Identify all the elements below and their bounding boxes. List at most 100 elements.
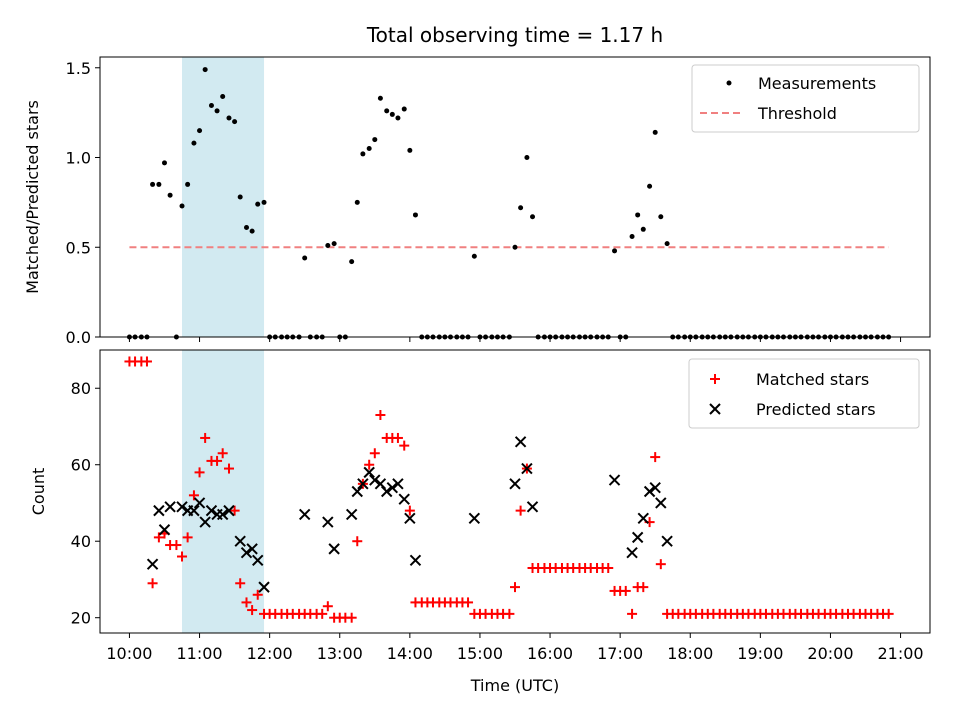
measurement-point <box>202 67 208 73</box>
bottom-xtick-label: 17:00 <box>597 644 643 663</box>
bottom-xtick-label: 21:00 <box>878 644 924 663</box>
predicted-star-point <box>468 512 481 524</box>
measurement-point <box>640 226 646 232</box>
top-axes-frame <box>99 56 931 338</box>
matched-star-point <box>369 448 380 459</box>
matched-star-point <box>241 597 252 608</box>
measurement-point <box>349 259 355 265</box>
matched-star-point <box>322 601 333 612</box>
measurement-point <box>518 205 524 211</box>
measurement-point <box>647 183 653 189</box>
predicted-star-point-b <box>246 543 258 555</box>
measurement-point <box>191 140 197 146</box>
matched-star-point <box>399 440 410 451</box>
predicted-star-point-b <box>649 481 661 494</box>
predicted-star-point-b <box>258 581 270 593</box>
predicted-star-point <box>608 474 621 486</box>
matched-star-point <box>247 605 258 616</box>
predicted-star-point <box>526 501 539 513</box>
predicted-star-point-b <box>363 466 375 479</box>
predicted-star-point <box>661 535 673 547</box>
matched-star-point <box>212 455 223 466</box>
measurement-point <box>237 194 243 200</box>
predicted-star-point <box>258 581 270 593</box>
predicted-star-point-b <box>199 516 211 528</box>
bottom-xtick-label: 12:00 <box>247 644 293 663</box>
predicted-star-point <box>369 474 381 486</box>
bottom-legend-box <box>688 358 920 429</box>
predicted-star-point <box>649 481 661 494</box>
top-y-ticks: 0.0 0.5 1.0 1.5 <box>66 59 100 347</box>
predicted-star-point-b <box>298 508 311 521</box>
matched-star-point <box>392 432 403 443</box>
predicted-star-point <box>363 466 375 479</box>
measurement-point <box>302 255 308 261</box>
predicted-star-point-b <box>404 512 416 524</box>
matched-star-point <box>620 585 631 596</box>
legend-predicted-stars: Predicted stars <box>756 400 876 419</box>
top-ytick-label: 1.0 <box>66 149 91 168</box>
matched-star-point <box>515 505 526 516</box>
matched-star-point <box>252 589 263 600</box>
bottom-xtick-label: 13:00 <box>317 644 363 663</box>
bottom-axes-frame <box>99 349 931 634</box>
measurement-point <box>366 146 372 152</box>
predicted-star-point-b <box>468 512 481 524</box>
matched-legend-marker <box>710 374 720 384</box>
top-ytick-label: 0.5 <box>66 238 91 257</box>
predicted-star-point-b <box>374 478 387 490</box>
measurement-point <box>360 151 366 157</box>
measurement-point <box>635 212 641 218</box>
matched-star-point <box>346 612 357 623</box>
legend-matched-stars: Matched stars <box>756 370 869 389</box>
predicted-star-point <box>164 501 176 513</box>
predicted-star-point <box>153 504 165 517</box>
legend-threshold: Threshold <box>757 104 837 123</box>
matched-star-point <box>235 578 246 589</box>
measurement-point <box>629 233 635 239</box>
top-ytick-label: 0.0 <box>66 328 91 347</box>
top-ytick-label: 1.5 <box>66 59 91 78</box>
predicted-star-point <box>626 546 638 559</box>
predicted-star-point-b <box>240 546 253 559</box>
predicted-star-point-b <box>631 531 644 544</box>
predicted-star-point <box>386 481 399 494</box>
predicted-star-point <box>205 504 218 517</box>
predicted-star-point <box>631 531 644 544</box>
predicted-star-point <box>234 535 246 547</box>
predicted-star-point-b <box>234 535 246 547</box>
bottom-ytick-label: 40 <box>71 532 91 551</box>
predicted-star-point <box>392 478 404 490</box>
predicted-star-point <box>176 501 188 513</box>
measurement-point <box>389 111 395 117</box>
bottom-xtick-label: 15:00 <box>457 644 503 663</box>
measurement-point <box>412 212 418 218</box>
predicted-star-point-b <box>164 501 176 513</box>
measurement-point <box>185 181 191 187</box>
predicted-star-point <box>637 512 649 524</box>
predicted-star-point-b <box>409 554 422 567</box>
predicted-star-point-b <box>398 493 410 505</box>
matched-star-point <box>650 452 661 463</box>
predicted-star-point-b <box>608 474 621 486</box>
predicted-star-point-b <box>381 485 393 498</box>
predicted-star-point <box>216 508 229 521</box>
measurement-point <box>214 108 220 114</box>
highlight-span-bottom <box>182 350 265 633</box>
matched-star-point <box>171 540 182 551</box>
predicted-stars-points <box>146 436 673 593</box>
measurement-point <box>156 181 162 187</box>
measurement-point <box>395 115 401 121</box>
measurement-point <box>664 241 670 247</box>
x-axis-label: Time (UTC) <box>470 676 559 695</box>
predicted-star-point <box>345 508 358 521</box>
bottom-ytick-label: 60 <box>71 456 91 475</box>
predicted-star-point <box>655 497 667 509</box>
predicted-star-point-b <box>386 481 399 494</box>
predicted-star-point-b <box>514 436 527 448</box>
measurement-point <box>244 225 250 231</box>
measurement-point <box>220 93 226 99</box>
predicted-star-point-b <box>661 535 673 547</box>
top-legend-box <box>691 64 920 133</box>
bottom-xtick-label: 14:00 <box>387 644 433 663</box>
